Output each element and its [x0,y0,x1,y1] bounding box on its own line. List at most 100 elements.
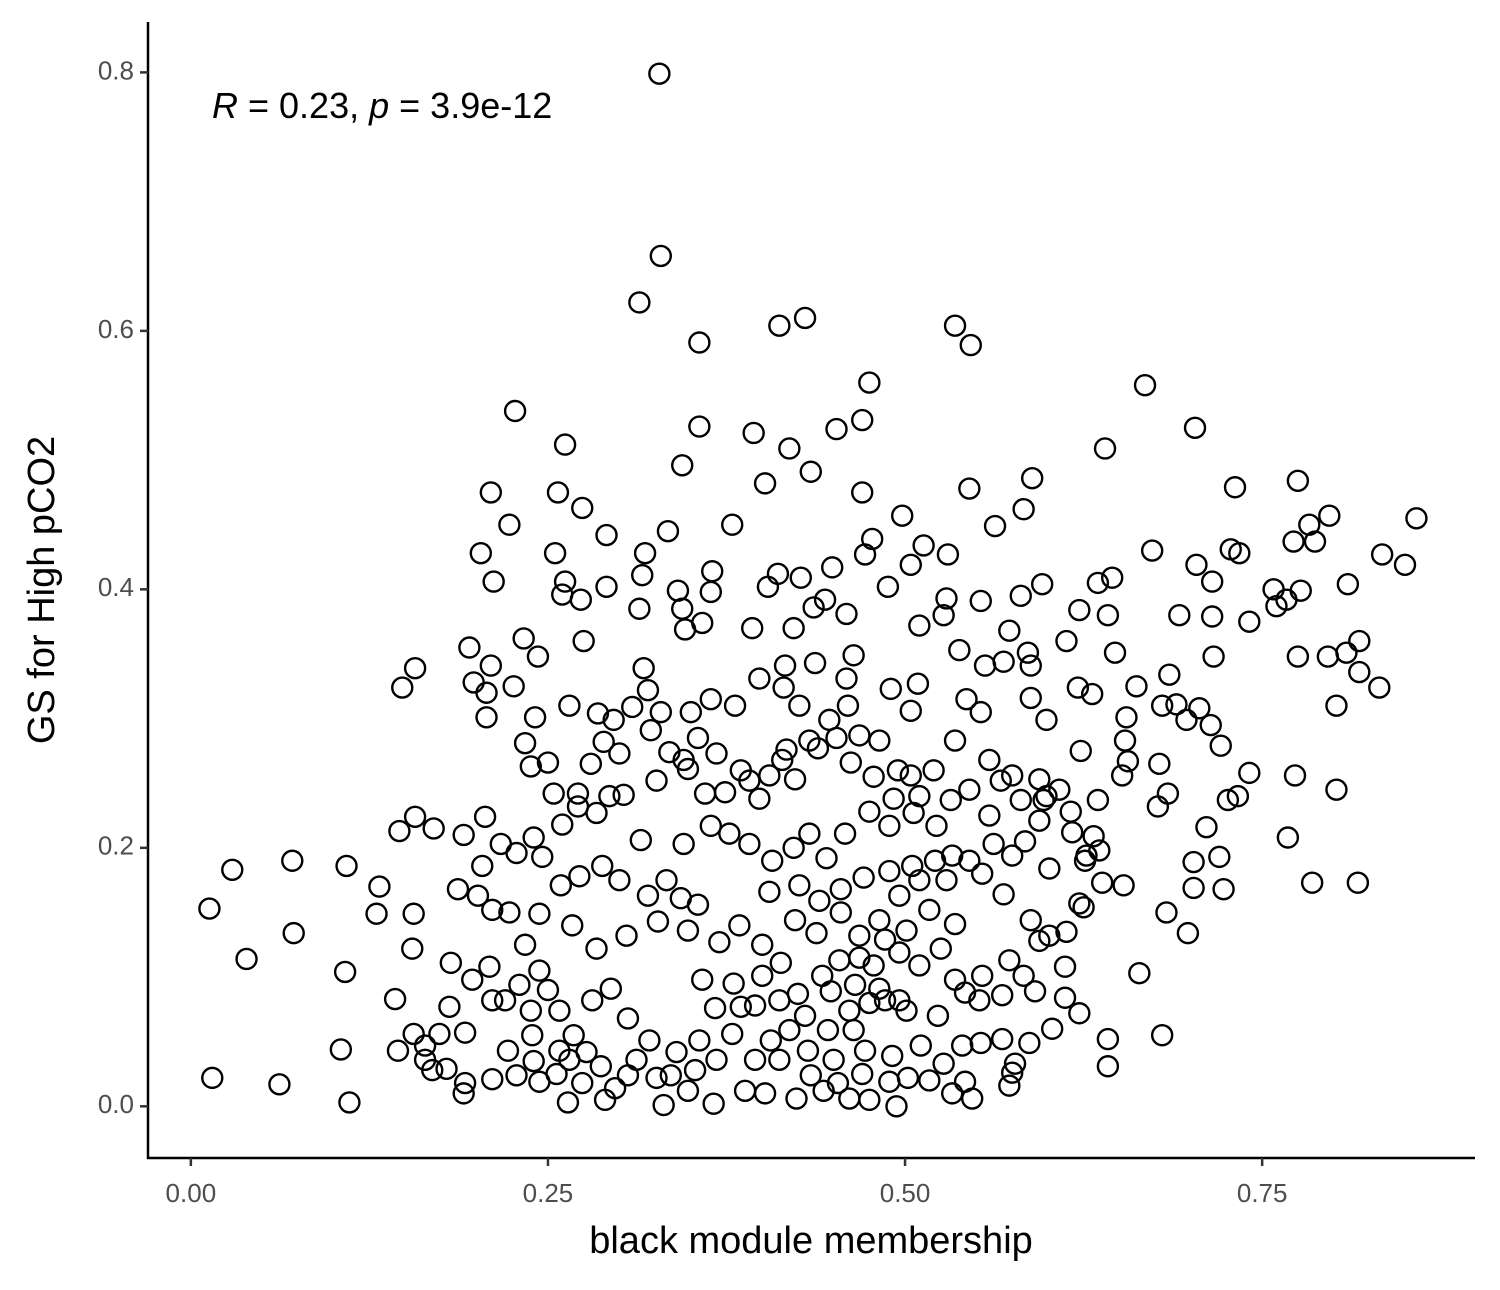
point [943,968,967,991]
point [932,604,955,627]
point [1238,610,1261,633]
point [365,902,388,925]
point [522,1049,545,1073]
point [1028,809,1051,832]
point [655,868,678,892]
point [502,675,525,698]
point [402,902,425,925]
point [479,481,503,504]
point [778,437,801,460]
point [851,1062,874,1086]
annotation: R = 0.23, p = 3.9e-12 [212,85,552,126]
point [531,845,554,869]
y-tick-label: 0.6 [98,314,134,344]
point [783,768,807,791]
point [922,759,945,782]
point [543,541,567,565]
point [908,614,931,637]
point [1066,676,1090,699]
point [1019,654,1042,677]
point [686,726,710,750]
point [599,977,623,1000]
point [1013,830,1037,853]
point [705,742,728,765]
point [453,1071,477,1095]
point [1183,416,1207,440]
point [968,989,991,1012]
point [553,570,577,593]
point [383,987,407,1011]
point [679,700,702,724]
point [733,1079,757,1102]
point [438,995,461,1018]
point [498,901,521,924]
y-tick-label: 0.4 [98,572,134,602]
point [1200,570,1224,593]
point [836,694,860,717]
point [608,868,631,892]
point [658,740,681,764]
point [568,865,591,888]
point [616,1064,640,1087]
point [585,937,608,960]
point [862,765,885,788]
point [758,880,781,903]
point [413,1034,437,1057]
point [505,1064,528,1087]
point [782,836,805,860]
point [469,541,493,565]
point [901,854,924,878]
point [1072,896,1095,919]
point [645,1066,668,1090]
point [526,645,550,668]
point [722,972,745,995]
point [1156,782,1180,805]
point [519,755,543,778]
point [1282,530,1305,553]
point [475,681,498,704]
point [721,1022,744,1046]
point [848,946,871,969]
point [1009,788,1032,812]
point [1000,764,1024,787]
point [925,814,948,838]
point [1073,849,1097,872]
point [546,481,570,504]
point [983,514,1007,538]
point [923,849,947,872]
point [401,937,424,960]
point [793,1004,817,1028]
point [802,596,825,619]
point [1012,964,1035,987]
point [632,656,655,680]
point [1182,850,1205,874]
point [738,769,761,792]
point [906,672,930,695]
point [528,902,551,925]
point [1223,476,1247,499]
point [969,589,992,613]
point [1032,788,1055,812]
point [848,924,871,947]
point [743,994,767,1017]
point [598,784,621,808]
point [708,930,731,954]
point [998,1074,1021,1097]
point [513,731,537,755]
point [1348,629,1371,653]
point [768,989,791,1012]
annotation-part: = 0.23, [238,85,369,126]
point [908,784,931,808]
point [636,678,660,702]
point [1018,1031,1041,1055]
point [738,832,761,856]
point [1009,584,1032,608]
point [612,783,635,807]
point [990,983,1014,1007]
point [789,566,812,589]
point [1200,605,1224,628]
point [1158,663,1181,686]
point [982,832,1005,856]
point [475,706,498,729]
point [458,636,481,659]
